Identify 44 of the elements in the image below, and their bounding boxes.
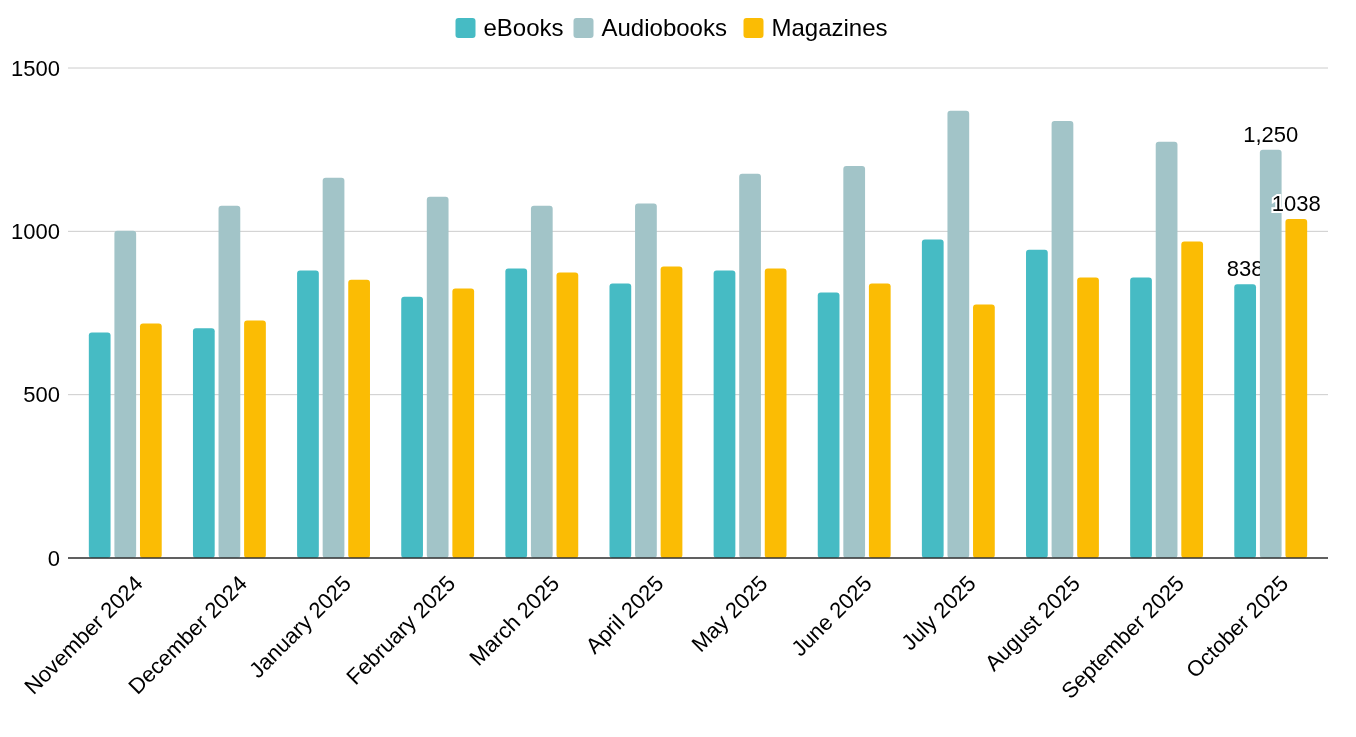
bar <box>348 279 370 558</box>
legend-label: Audiobooks <box>601 14 727 42</box>
bar <box>973 304 995 558</box>
bar <box>88 332 111 558</box>
bar <box>1026 249 1048 558</box>
bar <box>322 177 345 558</box>
bar <box>1077 277 1099 558</box>
y-tick-label: 0 <box>47 545 60 571</box>
y-tick-label: 1000 <box>11 219 60 245</box>
legend-label: eBooks <box>483 14 564 42</box>
bar <box>635 203 657 558</box>
bar <box>505 268 528 558</box>
legend-label: Magazines <box>771 14 888 42</box>
bar <box>1181 241 1204 558</box>
bar <box>297 270 319 558</box>
bar <box>556 272 579 558</box>
bar <box>817 292 840 558</box>
bar <box>139 323 162 558</box>
bar <box>660 266 683 558</box>
bar <box>218 205 241 558</box>
bar <box>426 196 449 558</box>
bar <box>764 268 787 558</box>
bar <box>401 296 423 558</box>
data-label: 1038 <box>1271 190 1321 216</box>
bar <box>1130 277 1152 558</box>
bar <box>1051 120 1074 558</box>
bar <box>1234 284 1257 558</box>
bar <box>530 205 553 558</box>
bar <box>843 166 866 558</box>
bar <box>192 328 215 558</box>
bar <box>739 173 761 558</box>
bar <box>1155 141 1178 558</box>
bar <box>452 288 475 558</box>
data-label: 1,250 <box>1243 121 1299 147</box>
bar <box>244 320 266 558</box>
bar <box>921 239 944 558</box>
bar <box>713 270 736 558</box>
y-tick-label: 500 <box>23 382 60 408</box>
y-tick-label: 1500 <box>11 55 60 81</box>
bar <box>1285 218 1308 558</box>
bar <box>114 230 137 558</box>
bar <box>609 283 632 558</box>
bar <box>947 110 970 558</box>
bar <box>868 283 891 558</box>
